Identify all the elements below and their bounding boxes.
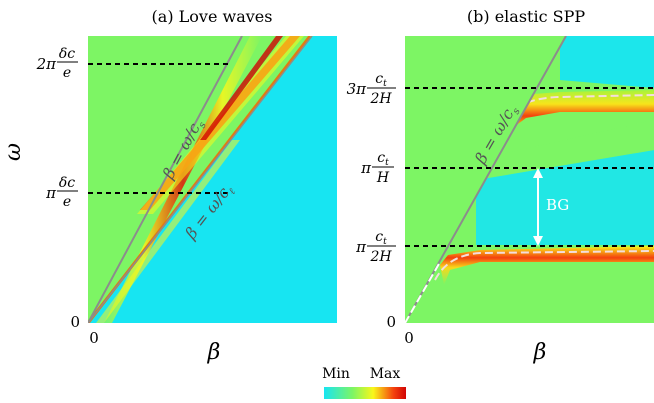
panel-b-lower-mode (440, 246, 654, 285)
panel-a-ytick-2: 2π δc e (36, 46, 78, 81)
svg-text:π: π (45, 184, 57, 202)
svg-text:2H: 2H (369, 91, 392, 107)
svg-text:2π: 2π (36, 55, 58, 73)
panel-b-xtick-0: 0 (404, 329, 414, 347)
panel-b: (b) elastic SPP (347, 7, 654, 365)
colorbar-max-label: Max (370, 366, 401, 382)
panel-a-title: (a) Love waves (152, 7, 273, 26)
colorbar-min-label: Min (322, 366, 350, 382)
svg-text:H: H (376, 170, 390, 186)
svg-text:π: π (355, 238, 367, 256)
panel-b-xlabel: β (533, 340, 547, 365)
panel-b-ytick-0: 0 (386, 313, 396, 331)
svg-text:2H: 2H (369, 249, 392, 265)
panel-a-heatmap (88, 36, 337, 323)
panel-b-bandgap-arrow (533, 168, 543, 246)
panel-a-line-cl (88, 36, 313, 323)
svg-text:π: π (360, 159, 372, 177)
panel-a-ylabel: ω (1, 143, 26, 161)
svg-text:e: e (63, 65, 71, 81)
panel-b-ytick-1: π ct 2H (355, 229, 396, 265)
panel-b-bandgap-label: BG (546, 196, 569, 214)
svg-text:ct: ct (375, 229, 387, 247)
panel-b-title: (b) elastic SPP (467, 7, 585, 26)
panel-a-xtick-0: 0 (89, 329, 99, 347)
panel-a-xlabel: β (207, 340, 221, 365)
svg-text:ct: ct (377, 150, 389, 168)
panel-a-ytick-1: π δc e (45, 175, 78, 210)
panel-a-ytick-0: 0 (70, 313, 80, 331)
panel-b-gap-region (476, 150, 654, 245)
colorbar: Min Max (322, 366, 406, 399)
panel-a: (a) Love waves β = ω/cs (1, 7, 337, 365)
svg-text:δc: δc (59, 46, 75, 62)
svg-text:e: e (63, 194, 71, 210)
panel-a-line-cs (88, 36, 243, 323)
panel-b-ytick-3: 3π ct 2H (347, 71, 396, 107)
panel-b-ytick-2: π ct H (360, 150, 394, 186)
svg-text:δc: δc (59, 175, 75, 191)
svg-text:ct: ct (375, 71, 387, 89)
svg-text:3π: 3π (347, 80, 368, 98)
panel-b-heatmap (405, 36, 654, 323)
colorbar-gradient (324, 387, 406, 399)
panel-b-upper-mode (505, 90, 654, 130)
